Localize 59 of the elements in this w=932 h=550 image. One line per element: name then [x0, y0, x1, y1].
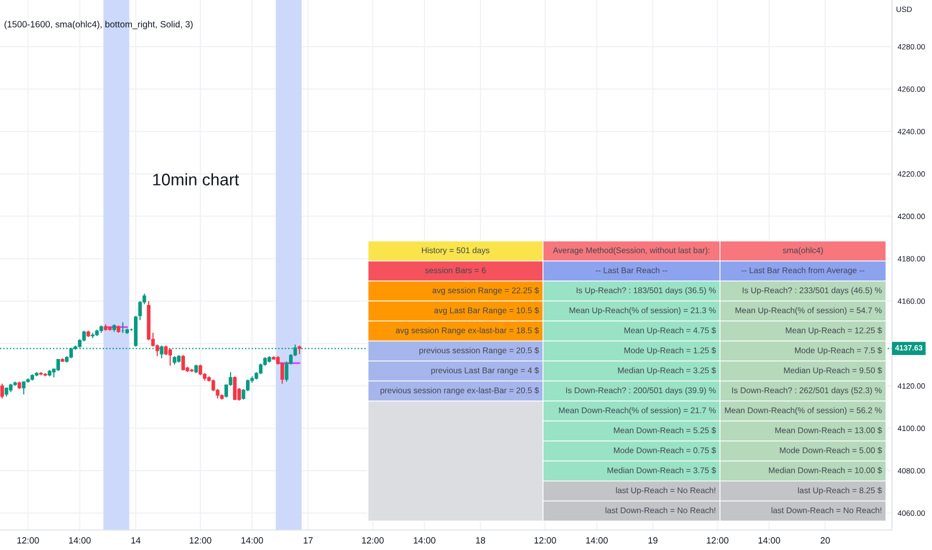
candlestick [168, 348, 172, 366]
annotation: Mode Down-Reach = 0.75 $ [614, 447, 716, 454]
x-tick-label: 12:00 [534, 537, 556, 544]
annotation: -- Last Bar Reach from Average -- [742, 267, 864, 275]
x-tick-label: 17 [304, 537, 313, 544]
candlestick [233, 376, 237, 400]
annotation: History = 501 days [422, 247, 490, 255]
annotation: last Up-Reach = 8.25 $ [798, 487, 882, 495]
x-tick-label: 14 [131, 537, 140, 544]
annotation: sma(ohlc4) [782, 247, 823, 255]
annotation: Mean Up-Reach = 12.25 $ [786, 327, 882, 335]
annotation: avg session Range ex-last-bar = 18.5 $ [396, 327, 539, 335]
x-tick-label: 12:00 [362, 537, 384, 544]
annotation: Is Down-Reach? : 200/501 days (39.9) % [566, 387, 716, 395]
x-tick-label: 19 [648, 537, 658, 544]
annotation: previous Last Bar range = 4 $ [431, 367, 539, 375]
annotation: Mode Up-Reach = 7.5 $ [795, 347, 882, 355]
annotation: Is Down-Reach? : 262/501 days (52.3) % [732, 387, 882, 395]
annotation: Mean Down-Reach = 5.25 $ [614, 427, 716, 434]
x-tick-label: 14:00 [241, 537, 264, 544]
annotation: -- Last Bar Reach -- [596, 267, 668, 274]
candlestick [198, 364, 202, 376]
annotation: previous session range ex-last-Bar = 20.5 $ [380, 387, 539, 395]
candlestick [164, 345, 168, 356]
annotation: avg Last Bar Range = 10.5 $ [434, 307, 539, 315]
x-tick-label: 12:00 [190, 537, 212, 544]
annotation: avg session Range = 22.25 $ [432, 287, 539, 295]
annotation: Is Up-Reach? : 183/501 days (36.5) % [576, 287, 716, 295]
x-tick-label: 12:00 [706, 537, 728, 544]
annotation: Mean Down-Reach(% of session) = 21.7 % [559, 407, 716, 415]
annotation: Mean Up-Reach(% of session) = 21.3 % [570, 307, 716, 315]
annotation: Is Up-Reach? : 233/501 days (46.5) % [742, 287, 882, 295]
annotation: Average Method(Session, without last bar): [552, 247, 710, 255]
annotation: session Bars = 6 [425, 267, 486, 274]
annotation: Median Up-Reach = 3.25 $ [618, 367, 716, 375]
x-tick-label: 18 [476, 537, 486, 544]
x-tick-label: 14:00 [758, 537, 780, 544]
annotation: Mean Up-Reach(% of session) = 54.7 % [736, 307, 882, 315]
annotation: Mode Down-Reach = 5.00 $ [780, 447, 882, 454]
annotation: previous session Range = 20.5 $ [419, 347, 539, 355]
annotation: last Down-Reach = No Reach! [606, 507, 716, 514]
x-tick-label: 20 [820, 537, 830, 544]
x-tick-label: 14:00 [414, 537, 436, 544]
annotation: Median Down-Reach = 10.00 $ [768, 467, 882, 474]
annotation: last Up-Reach = No Reach! [616, 487, 716, 495]
annotation: Mean Up-Reach = 4.75 $ [624, 327, 716, 335]
annotation: Mean Down-Reach = 13.00 $ [775, 427, 882, 434]
text: (1500-1600, sma(ohlc4), bottom_right, Solid, 3) [4, 20, 193, 30]
annotation: Mean Down-Reach(% of session) = 56.2 % [725, 407, 882, 415]
candlestick [0, 383, 4, 400]
annotation: last Down-Reach = No Reach! [772, 507, 882, 514]
annotation: Median Up-Reach = 9.50 $ [784, 367, 882, 375]
annotation: Median Down-Reach = 3.75 $ [608, 467, 716, 474]
x-tick-label: 14:00 [69, 537, 91, 544]
annotation: 10min chart [153, 173, 239, 186]
candlestick [56, 358, 60, 372]
x-tick-label: 14:00 [586, 537, 608, 544]
x-tick-label: 12:00 [17, 537, 39, 544]
annotation: Mode Up-Reach = 1.25 $ [624, 347, 716, 355]
